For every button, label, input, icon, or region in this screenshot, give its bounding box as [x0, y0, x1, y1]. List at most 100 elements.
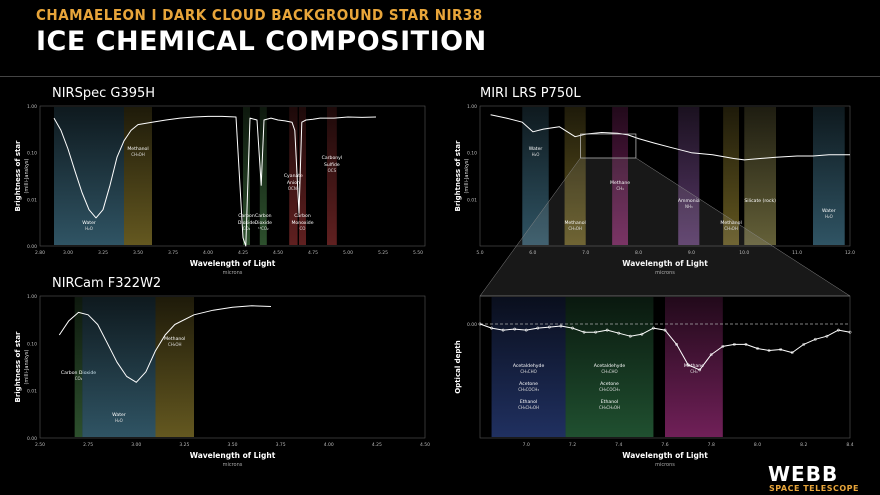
nircam-band-2 [155, 297, 194, 437]
nirspec-ylabel: Brightness of star [14, 140, 22, 212]
miri-zoom-point-32 [848, 330, 852, 334]
zoom-connector [479, 157, 851, 297]
nirspec-xtick-6: 4.25 [238, 250, 248, 256]
miri-zoom-series-line-0 [479, 323, 851, 371]
nirspec-band-6 [327, 107, 337, 245]
miri-zoom-point-31 [836, 328, 840, 332]
nirspec-xtick-5: 4.00 [203, 250, 213, 256]
miri-zoom-band-formula-c-0: CH₃CH₂OH [518, 405, 539, 410]
nirspec-band-label2-5: Monoxide [291, 220, 313, 226]
miri-zoom-point-30 [825, 334, 829, 338]
nirspec-xlabel: Wavelength of Light [190, 259, 276, 268]
miri-xtick-6: 8.0 [635, 250, 642, 256]
nircam-ytick-3: 0.00 [27, 436, 37, 442]
miri-zoom-xtick-4: 7.8 [708, 442, 715, 448]
nirspec-band-formula-0: H₂O [85, 226, 93, 231]
nircam-band-label-2: Methanol [164, 336, 185, 342]
miri-zoom-point-17 [675, 342, 679, 346]
miri-ytick-1: 0.10 [467, 151, 477, 157]
supertitle: CHAMAELEON I DARK CLOUD BACKGROUND STAR … [36, 6, 483, 24]
miri-zoom-band-label-c-0: Ethanol [520, 399, 537, 405]
miri-xunit: microns [655, 270, 675, 276]
miri-xtick-4: 7.0 [582, 250, 589, 256]
miri-zoom-point-1 [490, 326, 494, 330]
miri-zoom-band-formula-b-0: CH₃COCH₃ [518, 387, 539, 392]
miri-band-label-3: Ammonia [678, 198, 700, 204]
divider [0, 76, 880, 77]
miri-zoom-xlabel: Wavelength of Light [622, 451, 708, 460]
miri-zoom-band-1 [565, 297, 654, 437]
miri-ytick-0: 1.00 [467, 104, 477, 110]
miri-zoom-point-12 [617, 331, 621, 335]
nirspec-xtick-10: 5.25 [378, 250, 388, 256]
nircam-ytick-2: 0.01 [27, 389, 37, 395]
miri-zoom-xtick-0: 7.0 [523, 442, 530, 448]
nirspec-band-2 [243, 107, 250, 245]
miri-band-label-2: Methane [610, 180, 630, 186]
nirspec-xtick-9: 5.00 [343, 250, 353, 256]
nirspec-band-formula-4: OCN⁻ [288, 186, 299, 191]
miri-zoom-xtick-7: 8.4 [846, 442, 853, 448]
miri-zoom-point-25 [767, 349, 771, 352]
nirspec-band-label2-4: Anion [287, 180, 300, 186]
nirspec-xtick-8: 4.75 [308, 250, 318, 256]
nirspec-xtick-1: 3.00 [63, 250, 73, 256]
nircam-band-formula-2: CH₃OH [168, 342, 182, 347]
miri-zoom-point-4 [524, 328, 528, 332]
miri-band-formula-3: NH₃ [685, 204, 693, 209]
miri-zoom-point-0 [478, 322, 482, 326]
miri-zoom-point-14 [640, 332, 644, 336]
nirspec-band-label-4: Cyanate [284, 173, 303, 179]
nirspec-xunit: microns [223, 270, 243, 276]
miri-zoom-band-label-0: Acetaldehyde [513, 363, 545, 369]
miri-zoom-point-11 [605, 328, 609, 332]
nircam-xunit: microns [223, 462, 243, 468]
nircam-band-formula-1: H₂O [115, 418, 123, 423]
miri-xtick-2: 6.0 [529, 250, 536, 256]
nirspec-xtick-2: 3.25 [98, 250, 108, 256]
miri-zoom-point-21 [721, 344, 725, 348]
nirspec-band-formula-5: CO [300, 226, 306, 231]
miri-zoom-band-formula-b-1: CH₃COCH₃ [599, 387, 620, 392]
miri-xtick-0: 5.0 [476, 250, 483, 256]
nirspec-band-3 [259, 107, 267, 245]
miri-zoom-band-0 [491, 297, 566, 437]
miri-zoom-point-7 [559, 324, 563, 328]
panel-title-miri: MIRI LRS P750L [480, 86, 581, 101]
miri-band-2 [612, 107, 628, 245]
nirspec-band-label-0: Water [82, 220, 96, 226]
miri-zoom-xtick-5: 8.0 [754, 442, 761, 448]
nircam-ytick-0: 1.00 [27, 294, 37, 300]
nircam-xtick-5: 3.75 [276, 442, 286, 448]
miri-zoom-xtick-6: 8.2 [800, 442, 807, 448]
miri-zoom-band-formula-1: CH₃CHO [601, 369, 617, 374]
nirspec-xtick-0: 2.80 [35, 250, 45, 256]
nirspec-xtick-4: 3.75 [168, 250, 178, 256]
miri-band-5 [744, 107, 776, 245]
nirspec-ytick-1: 0.10 [27, 151, 37, 157]
panel-title-nirspec: NIRSpec G395H [52, 86, 156, 101]
miri-zoom-xtick-1: 7.2 [569, 442, 576, 448]
miri-zoom-band-formula-2: CH₄ [690, 369, 698, 374]
miri-band-formula-6: H₂O [825, 214, 833, 219]
miri-zoom-point-29 [813, 337, 817, 341]
miri-ylabel: Brightness of star [454, 140, 462, 212]
miri-band-label-0: Water [529, 146, 543, 152]
nirspec-ytick-3: 0.00 [27, 244, 37, 250]
nircam-ytick-1: 0.10 [27, 341, 37, 347]
miri-zoom-xtick-2: 7.4 [615, 442, 622, 448]
miri-zoom-ylabel: Optical depth [454, 340, 462, 394]
miri-xlabel: Wavelength of Light [622, 259, 708, 268]
miri-band-4 [723, 107, 739, 245]
miri-zoom-band-formula-c-1: CH₃CH₂OH [599, 405, 620, 410]
nircam-band-label-0: Carbon Dioxide [61, 370, 96, 376]
nircam-xtick-6: 4.00 [324, 442, 334, 448]
miri-zoom-point-23 [744, 342, 748, 346]
nirspec-band-label-3: Carbon [255, 213, 272, 219]
nirspec-band-label2-6: Sulfide [324, 162, 340, 168]
miri-zoom-ytick-0: 0.00 [467, 322, 477, 328]
nirspec-band-label-5: Carbon [294, 213, 311, 219]
miri-zoom-point-2 [501, 328, 505, 332]
nircam-xtick-7: 4.25 [372, 442, 382, 448]
